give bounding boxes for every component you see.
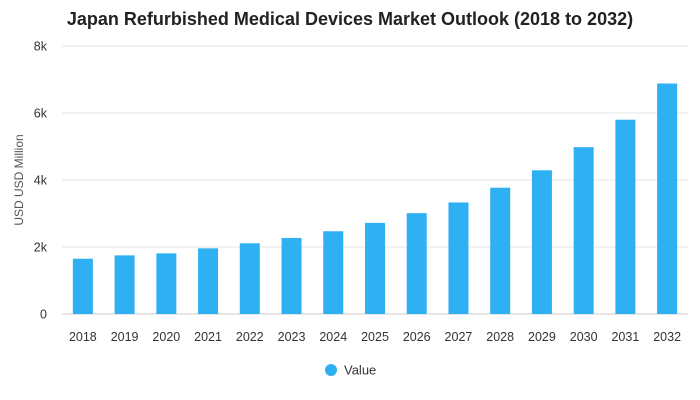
bar-2030[interactable]: [573, 147, 594, 314]
bar-2032[interactable]: [657, 83, 678, 315]
bar-2023[interactable]: [281, 237, 302, 314]
bar-2022[interactable]: [239, 243, 260, 314]
bars: [72, 83, 678, 315]
bar-2021[interactable]: [198, 248, 219, 314]
x-tick-labels: 2018 2019 2020 2021 2022 2023 2024 2025 2026 2027…: [69, 330, 681, 344]
x-tick-label: 2018: [69, 330, 97, 344]
x-tick-label: 2022: [236, 330, 264, 344]
x-tick-label: 2026: [403, 330, 431, 344]
y-tick-labels: 0 2k 4k 6k 8k: [34, 40, 48, 322]
bar-2018[interactable]: [72, 258, 93, 314]
y-tick-label: 2k: [34, 241, 48, 255]
bar-2028[interactable]: [490, 187, 511, 314]
legend-label: Value: [344, 363, 376, 378]
x-tick-label: 2030: [570, 330, 598, 344]
y-tick-label: 8k: [34, 40, 48, 54]
x-tick-label: 2021: [194, 330, 222, 344]
x-tick-label: 2023: [278, 330, 306, 344]
x-tick-label: 2019: [111, 330, 139, 344]
chart-title: Japan Refurbished Medical Devices Market…: [67, 9, 633, 29]
x-tick-label: 2029: [528, 330, 556, 344]
y-tick-label: 6k: [34, 107, 48, 121]
bar-2029[interactable]: [531, 170, 552, 314]
x-tick-label: 2020: [152, 330, 180, 344]
legend-marker: [325, 364, 337, 376]
bar-2020[interactable]: [156, 253, 177, 314]
x-tick-label: 2024: [319, 330, 347, 344]
x-tick-label: 2028: [486, 330, 514, 344]
x-tick-label: 2031: [611, 330, 639, 344]
bar-2031[interactable]: [615, 119, 636, 314]
x-tick-label: 2027: [445, 330, 473, 344]
x-tick-label: 2032: [653, 330, 681, 344]
y-axis-label: USD USD Million: [12, 134, 26, 225]
bar-2027[interactable]: [448, 202, 469, 314]
y-tick-label: 4k: [34, 174, 48, 188]
bar-2025[interactable]: [365, 222, 385, 314]
bar-2019[interactable]: [114, 255, 135, 314]
bar-2026[interactable]: [406, 213, 427, 314]
bar-2024[interactable]: [323, 231, 344, 314]
x-tick-label: 2025: [361, 330, 389, 344]
y-tick-label: 0: [40, 308, 47, 322]
legend[interactable]: Value: [325, 363, 376, 378]
